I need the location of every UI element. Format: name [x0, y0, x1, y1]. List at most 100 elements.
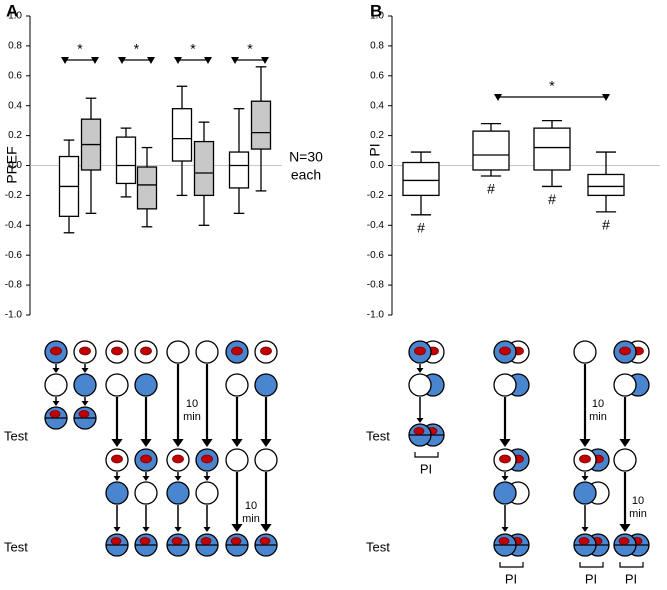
reward-blob	[139, 537, 151, 545]
box	[136, 166, 158, 210]
delay-label: 10	[632, 495, 644, 507]
pi-label: PI	[420, 461, 432, 476]
delay-label: 10	[592, 398, 604, 410]
reward-blob	[498, 537, 510, 545]
reward-blob	[578, 537, 590, 545]
odor-circle	[225, 373, 249, 397]
reward-blob	[110, 537, 122, 545]
box	[115, 136, 137, 185]
reward-blob	[111, 454, 123, 464]
arrow-head	[260, 439, 272, 447]
arrow-head	[581, 476, 589, 481]
odor-circle	[225, 448, 249, 472]
arrow-head	[142, 527, 150, 532]
reward-blob	[200, 537, 212, 545]
reward-blob	[619, 346, 631, 356]
arrow-head	[201, 439, 213, 447]
arrow-head	[203, 476, 211, 481]
arrow-head	[142, 476, 150, 481]
box	[402, 161, 440, 197]
odor-circle	[44, 373, 68, 397]
y-tick-label: 0.8	[370, 41, 384, 52]
test-label: Test	[366, 428, 390, 443]
box-label: #	[487, 181, 495, 197]
reward-blob	[618, 537, 630, 545]
odor-circle	[73, 373, 97, 397]
odor-circle	[166, 481, 190, 505]
y-tick-label: 0.6	[8, 70, 22, 81]
arrow-head	[231, 439, 243, 447]
reward-blob	[414, 346, 426, 356]
arrow-head	[579, 439, 591, 447]
arrow-head	[416, 418, 424, 423]
odor-circle	[134, 481, 158, 505]
y-tick-label: 0.6	[370, 70, 384, 81]
y-tick-label: 0.2	[370, 130, 384, 141]
bracket-arrow	[231, 57, 239, 64]
box-label: #	[548, 191, 556, 207]
bracket-arrow	[118, 57, 126, 64]
reward-blob	[259, 537, 271, 545]
odor-circle	[105, 481, 129, 505]
arrow-head	[501, 476, 509, 481]
bracket-arrow	[204, 57, 212, 64]
box	[250, 100, 272, 150]
reward-blob	[140, 346, 152, 356]
reward-blob	[50, 346, 62, 356]
arrow-head	[174, 527, 182, 532]
arrow-head	[52, 401, 60, 406]
panel-label: A	[6, 1, 18, 20]
y-axis-label: PREF	[4, 146, 20, 183]
significance-label: *	[134, 41, 140, 57]
test-label: Test	[4, 428, 28, 443]
reward-blob	[79, 346, 91, 356]
odor-circle	[254, 373, 278, 397]
arrow-head	[501, 527, 509, 532]
pi-label: PI	[585, 571, 597, 586]
bracket-arrow	[174, 57, 182, 64]
odor-circle	[105, 373, 129, 397]
significance-label: *	[190, 41, 196, 57]
arrow-head	[111, 439, 123, 447]
arrow-head	[52, 368, 60, 373]
reward-blob	[111, 346, 123, 356]
odor-circle	[573, 340, 597, 364]
bracket-arrow	[494, 94, 502, 101]
y-tick-label: 0.2	[8, 130, 22, 141]
test-label: Test	[366, 539, 390, 554]
arrow-head	[113, 476, 121, 481]
y-tick-label: -0.6	[5, 250, 23, 261]
y-tick-label: 1.0	[370, 11, 384, 22]
reward-blob	[140, 454, 152, 464]
arrow-head	[81, 401, 89, 406]
y-tick-label: -0.6	[367, 250, 385, 261]
arrow-head	[203, 527, 211, 532]
reward-blob	[78, 410, 90, 418]
odor-circle	[493, 373, 517, 397]
delay-label: 10	[245, 500, 257, 512]
bracket-arrow	[147, 57, 155, 64]
arrow-head	[231, 524, 243, 532]
odor-circle	[573, 481, 597, 505]
bracket-arrow	[602, 94, 610, 101]
arrow-head	[260, 524, 272, 532]
y-tick-label: -0.8	[5, 280, 23, 291]
pi-label: PI	[505, 571, 517, 586]
box	[171, 108, 193, 162]
reward-blob	[413, 427, 425, 435]
y-axis-label: PI	[367, 143, 383, 156]
arrow-head	[113, 527, 121, 532]
odor-circle	[408, 373, 432, 397]
arrow-head	[499, 439, 511, 447]
pi-label: PI	[625, 571, 637, 586]
delay-label: min	[589, 411, 607, 423]
reward-blob	[230, 537, 242, 545]
arrow-head	[174, 476, 182, 481]
significance-label: *	[77, 41, 83, 57]
reward-blob	[499, 454, 511, 464]
arrow-head	[81, 368, 89, 373]
test-label: Test	[4, 539, 28, 554]
box	[193, 140, 215, 197]
arrow-head	[172, 439, 184, 447]
